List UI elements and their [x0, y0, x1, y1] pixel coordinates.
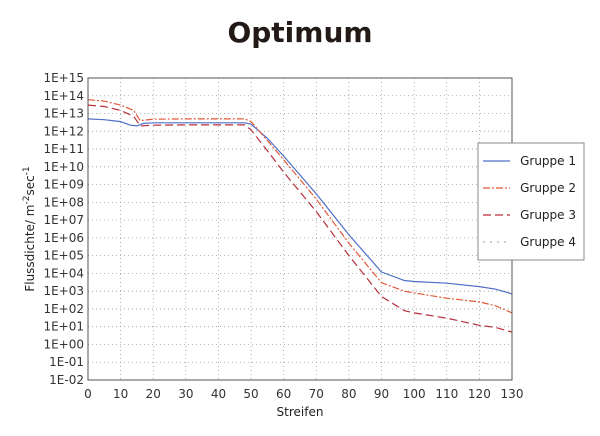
legend-label-3: Gruppe 3 [520, 208, 576, 222]
y-tick-label: 1E+01 [43, 320, 84, 334]
legend: Gruppe 1 Gruppe 2 Gruppe 3 Gruppe 4 [477, 142, 585, 261]
y-axis-label-mid: sec [23, 175, 37, 195]
series-line-2 [87, 99, 513, 314]
series-line-3 [87, 104, 513, 333]
y-tick-label: 1E-02 [49, 373, 84, 387]
y-tick-label: 1E+12 [43, 124, 84, 138]
y-tick-label: 1E+00 [43, 337, 84, 351]
grid [88, 78, 512, 380]
series-line-1 [87, 118, 513, 295]
chart-title: Optimum [227, 16, 372, 49]
x-tick-label: 30 [178, 387, 193, 401]
x-tick-label: 70 [309, 387, 324, 401]
legend-label-1: Gruppe 1 [520, 154, 576, 168]
y-tick-label: 1E+07 [43, 213, 84, 227]
x-tick-label: 0 [84, 387, 92, 401]
y-axis-label-sup2: -1 [22, 166, 32, 175]
series-layer [87, 99, 513, 333]
y-tick-label: 1E+06 [43, 231, 84, 245]
y-tick-label: 1E+05 [43, 249, 84, 263]
x-tick-label: 10 [113, 387, 128, 401]
y-tick-label: 1E+09 [43, 178, 84, 192]
x-tick-label: 80 [341, 387, 356, 401]
legend-label-4: Gruppe 4 [520, 235, 576, 249]
y-tick-label: 1E+11 [43, 142, 84, 156]
y-tick-label: 1E+02 [43, 302, 84, 316]
y-tick-label: 1E+15 [43, 71, 84, 85]
legend-box [477, 142, 585, 261]
legend-label-2: Gruppe 2 [520, 181, 576, 195]
x-tick-labels: 0 10 20 30 40 50 60 70 80 90 100 110 120 130 [84, 387, 523, 401]
y-tick-label: 1E+08 [43, 195, 84, 209]
y-tick-labels: 1E+15 1E+14 1E+13 1E+12 1E+11 1E+10 1E+09 1E+08… [43, 71, 84, 387]
x-axis-label: Streifen [277, 405, 324, 419]
x-tick-label: 130 [501, 387, 524, 401]
x-tick-label: 120 [468, 387, 491, 401]
y-axis-label-main: Flussdichte/ m [23, 205, 37, 292]
y-axis-label: Flussdichte/ m-2sec-1 [22, 166, 37, 291]
y-axis-label-sup1: -2 [22, 196, 32, 205]
x-tick-label: 20 [146, 387, 161, 401]
y-tick-label: 1E+10 [43, 160, 84, 174]
x-tick-label: 90 [374, 387, 389, 401]
x-tick-label: 60 [276, 387, 291, 401]
y-tick-label: 1E-01 [49, 355, 84, 369]
x-tick-label: 50 [243, 387, 258, 401]
y-tick-label: 1E+04 [43, 266, 84, 280]
x-tick-label: 110 [435, 387, 458, 401]
x-tick-label: 40 [211, 387, 226, 401]
y-tick-label: 1E+14 [43, 89, 84, 103]
y-tick-label: 1E+13 [43, 107, 84, 121]
x-tick-label: 100 [403, 387, 426, 401]
y-tick-label: 1E+03 [43, 284, 84, 298]
